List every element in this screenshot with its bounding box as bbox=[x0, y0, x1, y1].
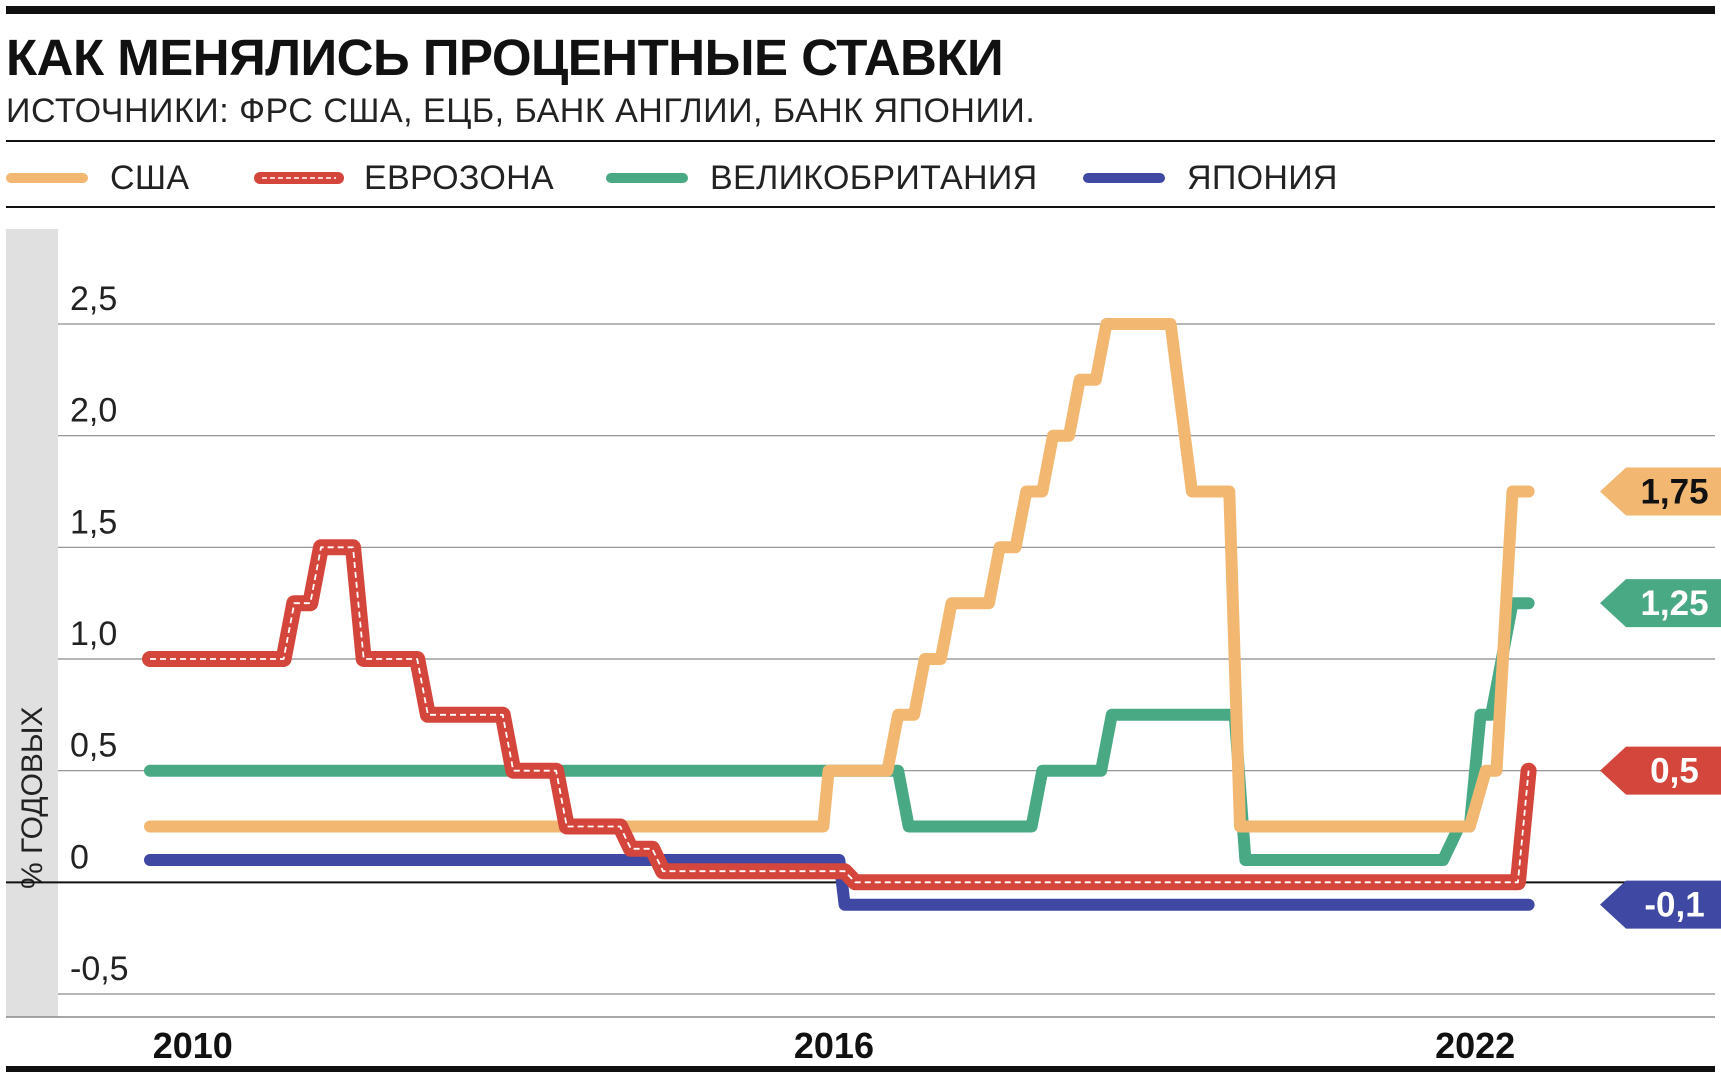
legend-rule bbox=[6, 206, 1715, 208]
page-subtitle: ИСТОЧНИКИ: ФРС США, ЕЦБ, БАНК АНГЛИИ, БА… bbox=[6, 92, 1036, 130]
legend-label-uk: ВЕЛИКОБРИТАНИЯ bbox=[710, 158, 1038, 197]
series-dash-eurozone bbox=[150, 546, 1530, 884]
y-tick-label: 1,5 bbox=[70, 503, 117, 541]
x-tick-label: 2010 bbox=[153, 1025, 233, 1066]
y-tick-label: 0,5 bbox=[70, 727, 117, 765]
end-value-japan: -0,1 bbox=[1644, 886, 1704, 925]
end-value-usa: 1,75 bbox=[1640, 473, 1708, 512]
legend-item-usa: США bbox=[6, 155, 189, 201]
legend-item-eurozone: ЕВРОЗОНА bbox=[254, 155, 554, 201]
legend-label-japan: ЯПОНИЯ bbox=[1187, 158, 1338, 197]
legend-swatch-eurozone bbox=[254, 172, 344, 184]
series-line-japan bbox=[144, 854, 1535, 911]
y-tick-label: 1,0 bbox=[70, 615, 117, 653]
legend-item-uk: ВЕЛИКОБРИТАНИЯ bbox=[606, 155, 1037, 201]
page-title: КАК МЕНЯЛИСЬ ПРОЦЕНТНЫЕ СТАВКИ bbox=[6, 29, 1004, 86]
legend-swatch-usa bbox=[6, 173, 88, 183]
end-tag-eurozone bbox=[1600, 746, 1721, 795]
x-tick-label: 2016 bbox=[794, 1025, 874, 1066]
legend-swatch-japan bbox=[1083, 173, 1165, 183]
legend-label-eurozone: ЕВРОЗОНА bbox=[364, 158, 554, 197]
y-tick-label: -0,5 bbox=[70, 950, 129, 988]
end-tag-japan bbox=[1600, 880, 1721, 929]
legend: США ЕВРОЗОНА ВЕЛИКОБРИТАНИЯ ЯПОНИЯ bbox=[6, 155, 1715, 201]
y-axis-band bbox=[6, 229, 58, 1017]
subtitle-rule bbox=[6, 140, 1715, 142]
legend-item-japan: ЯПОНИЯ bbox=[1083, 155, 1338, 201]
y-tick-label: 2,5 bbox=[70, 280, 117, 318]
end-tag-usa bbox=[1600, 467, 1721, 516]
y-tick-label: 2,0 bbox=[70, 392, 117, 430]
end-tag-uk bbox=[1600, 579, 1721, 628]
end-value-uk: 1,25 bbox=[1640, 584, 1708, 623]
y-tick-label: 0 bbox=[70, 838, 89, 876]
legend-swatch-uk bbox=[606, 173, 688, 183]
x-tick-label: 2022 bbox=[1435, 1025, 1515, 1066]
y-axis-label: % ГОДОВЫХ bbox=[16, 707, 49, 889]
end-value-eurozone: 0,5 bbox=[1650, 752, 1699, 791]
top-rule bbox=[6, 6, 1715, 14]
legend-label-usa: США bbox=[110, 158, 190, 197]
bottom-rule bbox=[6, 1066, 1715, 1072]
series-line-usa bbox=[144, 318, 1535, 833]
